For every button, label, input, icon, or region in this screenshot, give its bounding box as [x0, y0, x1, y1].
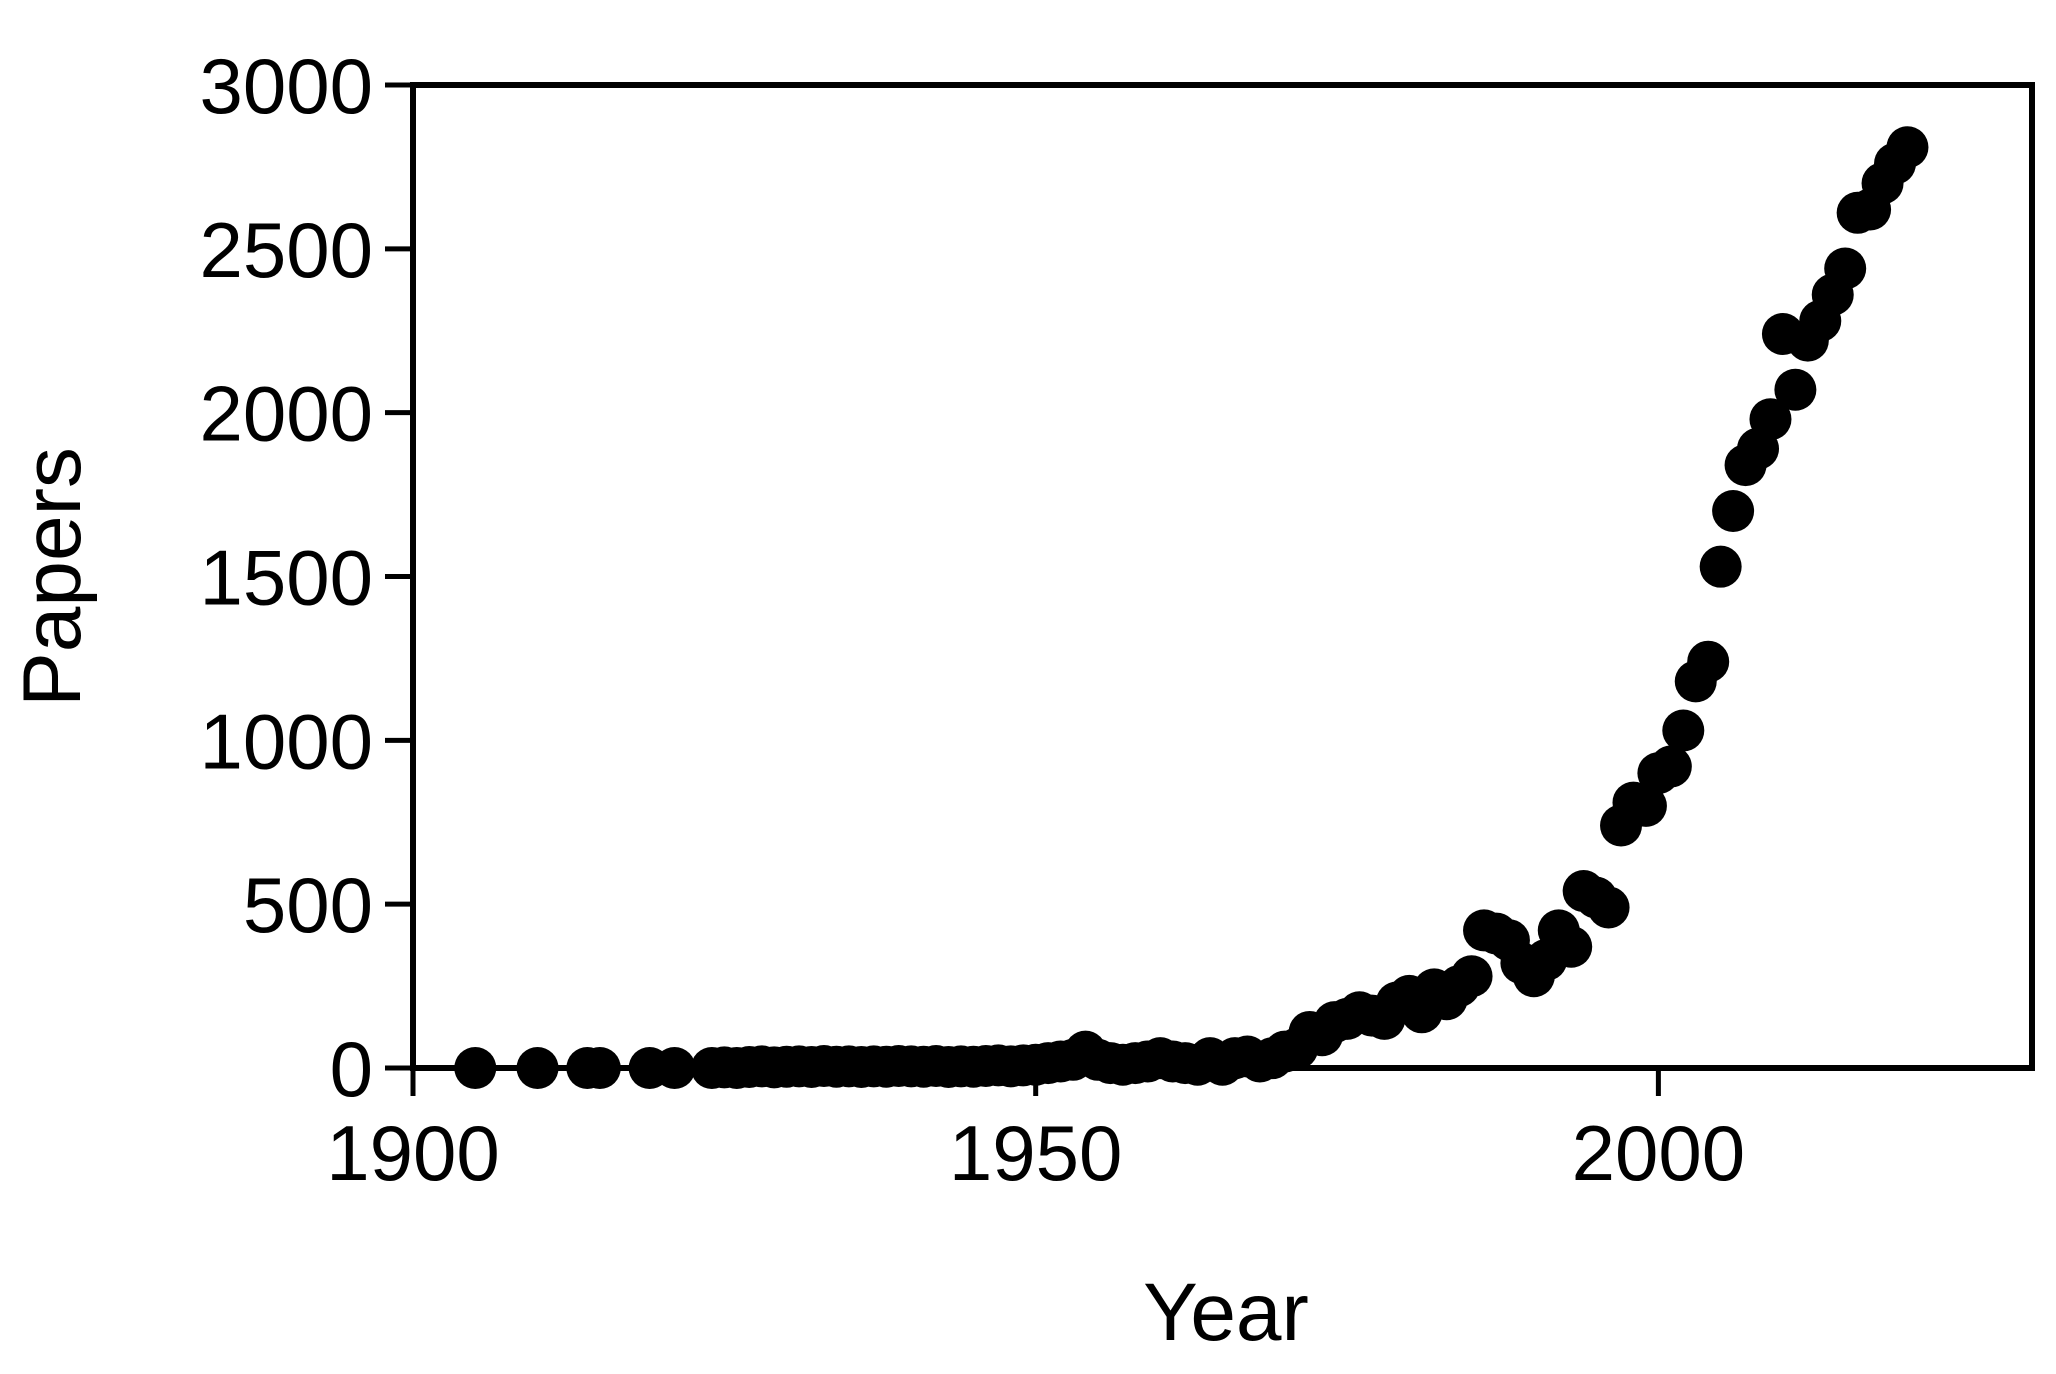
- point: [1774, 368, 1817, 411]
- point: [1587, 886, 1630, 929]
- y-tick-label: 1500: [199, 534, 373, 622]
- y-tick-label: 0: [330, 1025, 373, 1113]
- point: [1649, 745, 1692, 788]
- point: [454, 1047, 497, 1089]
- x-tick-label: 1950: [949, 1109, 1123, 1197]
- point: [1450, 955, 1493, 998]
- plot-frame: [410, 82, 2035, 1071]
- point: [653, 1047, 696, 1089]
- x-tick-label: 2000: [1572, 1109, 1746, 1197]
- y-tick-label: 500: [243, 861, 373, 949]
- point: [516, 1047, 559, 1089]
- y-tick-label: 2500: [199, 206, 373, 294]
- y-tick-label: 1000: [199, 697, 373, 785]
- point: [1824, 247, 1867, 290]
- point: [1550, 925, 1593, 968]
- point: [1886, 126, 1929, 169]
- point: [1749, 398, 1792, 441]
- point: [578, 1047, 621, 1089]
- y-tick-label: 3000: [199, 42, 373, 130]
- x-tick-label: 1900: [326, 1109, 500, 1197]
- point: [1699, 545, 1742, 588]
- point: [1662, 709, 1705, 752]
- point: [1712, 489, 1755, 532]
- point: [1624, 784, 1667, 827]
- y-axis-title: Papers: [7, 447, 98, 707]
- y-tick-label: 2000: [199, 370, 373, 458]
- x-axis-title: Year: [1143, 1267, 1309, 1358]
- point: [1687, 640, 1730, 683]
